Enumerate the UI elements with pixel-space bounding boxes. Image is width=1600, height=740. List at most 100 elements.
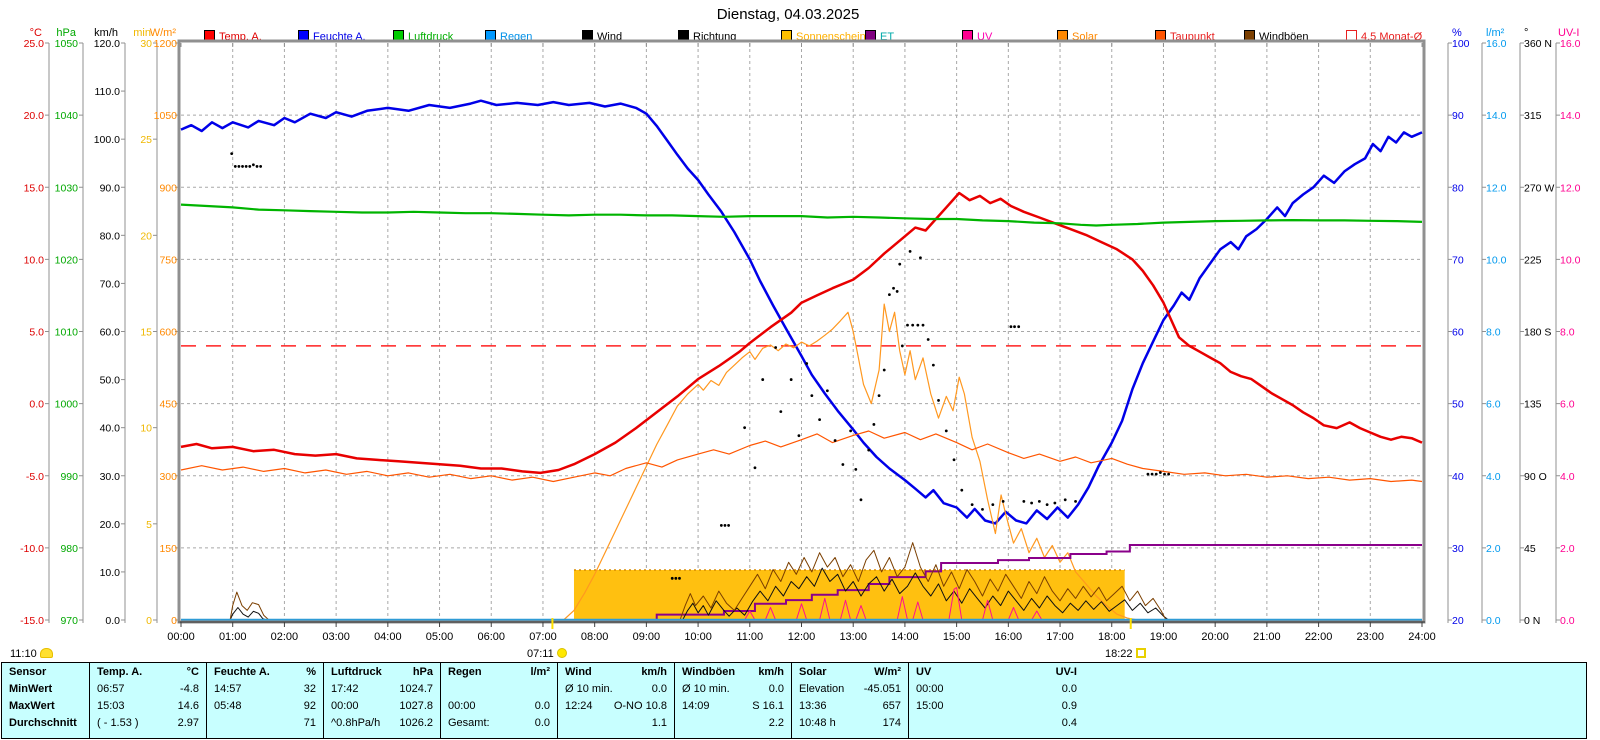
wind-direction-dot xyxy=(241,165,244,168)
cell-value: 0.0 xyxy=(534,717,550,729)
cell-value: 1027.8 xyxy=(399,700,433,712)
table-cell: 14:09 S 16.1 xyxy=(675,697,791,714)
axis-tick-label-deg: 90 O xyxy=(1524,471,1547,483)
table-cell: 2.2 xyxy=(675,714,791,731)
wind-direction-dot xyxy=(888,293,891,297)
table-cell: Ø 10 min. 0.0 xyxy=(558,680,674,697)
axis-tick-label-kmh: 80.0 xyxy=(100,230,121,242)
wind-direction-dot xyxy=(926,338,930,341)
cell-label: Wind xyxy=(565,666,592,678)
axis-tick-label-pct: 60 xyxy=(1452,327,1464,339)
day-length-label: 11:10 xyxy=(10,648,53,660)
axis-tick-label-kmh: 40.0 xyxy=(100,423,121,435)
sunrise-sun-icon xyxy=(556,648,567,658)
cell-value: km/h xyxy=(758,666,784,678)
x-hour-label: 02:00 xyxy=(271,631,299,643)
axis-tick-label-wm2: 600 xyxy=(159,327,177,339)
cell-value: S 16.1 xyxy=(752,700,784,712)
wind-direction-dot xyxy=(919,256,922,260)
wind-direction-dot xyxy=(719,524,723,527)
x-hour-label: 22:00 xyxy=(1305,631,1333,643)
x-hour-label: 07:00 xyxy=(529,631,557,643)
axis-tick-label-lm2: 14.0 xyxy=(1486,110,1507,122)
axis-tick-label-uvi: 4.0 xyxy=(1560,471,1575,483)
x-hour-label: 12:00 xyxy=(788,631,816,643)
table-cell: ^0.8hPa/h 1026.2 xyxy=(324,714,440,731)
x-hour-label: 06:00 xyxy=(477,631,505,643)
axis-tick-label-C: 20.0 xyxy=(24,110,45,122)
axis-tick-label-C: -15.0 xyxy=(20,615,44,627)
axis-tick-label-deg: 225 xyxy=(1524,254,1542,266)
table-cell: 12:24 O-NO 10.8 xyxy=(558,697,674,714)
x-hour-label: 10:00 xyxy=(684,631,712,643)
table-column: Feuchte A.% 14:57 32 05:48 92 71 xyxy=(206,663,323,738)
table-column: Luftdruck hPa 17:42 1024.7 00:00 1027.8 ^0.8hP… xyxy=(323,663,440,738)
axis-tick-label-hPa: 1030 xyxy=(55,182,79,194)
cell-label: 15:00 xyxy=(916,700,944,712)
table-cell: 00:00 0.0 xyxy=(441,697,557,714)
axis-tick-label-deg: 45 xyxy=(1524,543,1536,555)
sunshine-area xyxy=(573,569,1125,620)
axis-tick-label-wm2: 1200 xyxy=(154,38,178,50)
cell-value: 14.6 xyxy=(177,700,199,712)
series-Feuchte A. xyxy=(180,99,1423,525)
axis-tick-label-lm2: 4.0 xyxy=(1486,471,1501,483)
wind-direction-dot xyxy=(981,508,984,511)
wind-direction-dot xyxy=(952,458,956,462)
wind-direction-dot xyxy=(1022,499,1026,503)
axis-tick-label-deg: 270 W xyxy=(1524,182,1554,194)
wind-direction-dot xyxy=(1001,499,1005,503)
x-hour-label: 24:00 xyxy=(1408,631,1436,643)
wind-direction-dot xyxy=(789,378,793,381)
x-hour-label: 01:00 xyxy=(219,631,247,643)
axis-tick-label-kmh: 110.0 xyxy=(95,86,121,98)
axis-tick-label-C: -5.0 xyxy=(26,471,44,483)
axis-tick-label-pct: 30 xyxy=(1452,543,1464,555)
x-hour-label: 08:00 xyxy=(581,631,609,643)
wind-direction-dot xyxy=(1030,501,1034,505)
axis-tick-label-hPa: 1050 xyxy=(55,38,79,50)
wind-direction-dot xyxy=(670,576,674,580)
axis-tick-label-lm2: 6.0 xyxy=(1486,399,1501,411)
wind-direction-dot xyxy=(900,344,904,348)
axis-tick-label-min: 25 xyxy=(140,134,152,146)
wind-direction-dot xyxy=(867,448,871,452)
axis-tick-label-min: 10 xyxy=(140,423,152,435)
axis-tick-label-lm2: 12.0 xyxy=(1486,182,1507,194)
axis-tick-label-kmh: 100.0 xyxy=(94,134,120,146)
x-hour-label: 21:00 xyxy=(1253,631,1281,643)
day-length-value: 11:10 xyxy=(10,648,37,660)
cell-label: 00:00 xyxy=(331,700,359,712)
table-cell: 1.1 xyxy=(558,714,674,731)
axis-tick-label-pct: 50 xyxy=(1452,399,1464,411)
cell-value: hPa xyxy=(412,666,433,678)
wind-direction-dot xyxy=(1013,325,1016,329)
cell-label: Feuchte A. xyxy=(214,666,270,678)
table-cell xyxy=(441,680,557,697)
table-cell: 17:42 1024.7 xyxy=(324,680,440,697)
axis-tick-label-wm2: 0 xyxy=(171,615,177,627)
wind-direction-dot xyxy=(779,410,783,414)
wind-direction-dot xyxy=(259,165,263,168)
axis-tick-label-pct: 40 xyxy=(1452,471,1464,483)
cell-label: Ø 10 min. xyxy=(682,683,730,695)
table-cell: 15:03 14.6 xyxy=(90,697,206,714)
wind-direction-dot xyxy=(678,576,681,580)
axis-tick-label-uvi: 0.0 xyxy=(1560,615,1575,627)
x-hour-label: 14:00 xyxy=(891,631,919,643)
wind-direction-dot xyxy=(723,524,727,527)
axis-tick-label-kmh: 90.0 xyxy=(100,182,121,194)
stats-table: Sensor MinWert MaxWert Durchschnitt Temp. A.… xyxy=(1,662,1587,739)
axis-unit-kmh: km/h xyxy=(94,27,118,39)
wind-direction-dot xyxy=(825,389,829,393)
table-cell: 10:48 h 174 xyxy=(792,714,908,731)
cell-value: W/m² xyxy=(874,666,901,678)
table-row-label: Durchschnitt xyxy=(9,717,77,729)
wind-direction-dot xyxy=(892,286,895,290)
axis-tick-label-C: -10.0 xyxy=(20,543,44,555)
cell-value: 2.97 xyxy=(177,717,199,729)
cell-label: 10:48 h xyxy=(799,717,836,729)
cell-value: 0.9 xyxy=(1061,700,1077,712)
wind-direction-dot xyxy=(810,394,814,398)
table-row-label: MaxWert xyxy=(9,700,55,712)
